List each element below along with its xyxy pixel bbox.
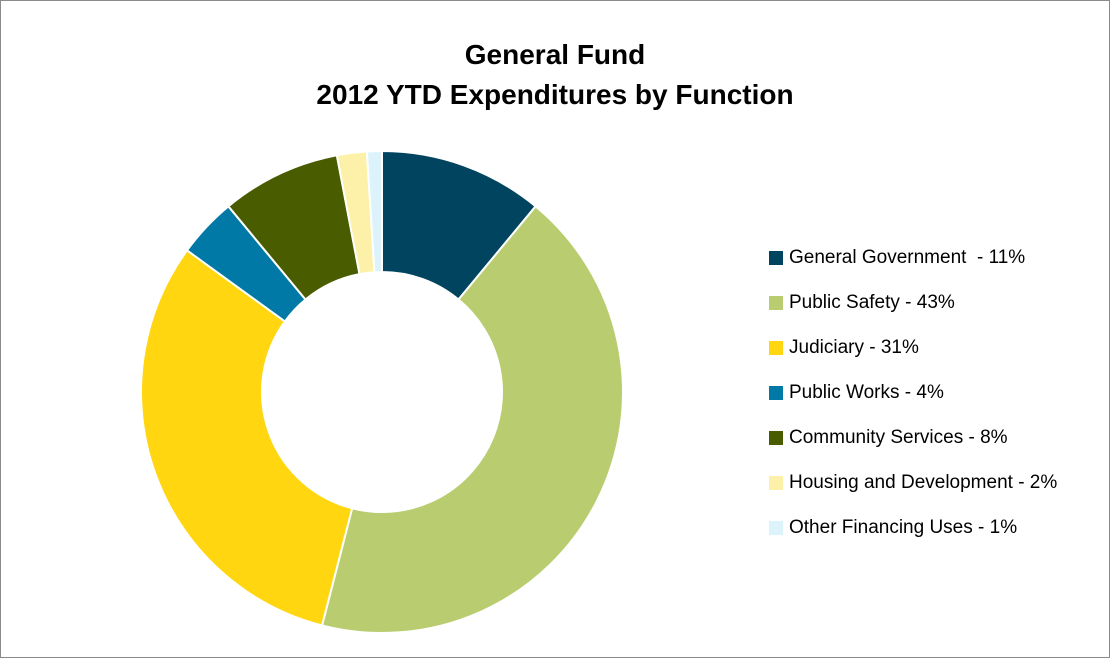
legend-label: Housing and Development - 2% [789,472,1058,493]
legend-item: General Government - 11% [769,243,1057,273]
legend-label: Judiciary - 31% [789,337,919,358]
donut-slice-other-financing-uses [365,149,383,274]
legend-item: Housing and Development - 2% [769,468,1057,498]
legend-swatch [769,476,783,490]
legend-item: Public Works - 4% [769,378,1057,408]
legend-label: Public Safety - 43% [789,292,955,313]
donut-slice-judiciary [140,248,354,627]
donut-slice-public-safety [320,204,624,634]
legend-swatch [769,251,783,265]
legend-item: Public Safety - 43% [769,288,1057,318]
legend-label: Public Works - 4% [789,382,944,403]
legend-swatch [769,521,783,535]
legend-swatch [769,341,783,355]
legend-label: General Government - 11% [789,247,1026,268]
legend-item: Community Services - 8% [769,423,1057,453]
legend-label: Community Services - 8% [789,427,1008,448]
chart-legend: General Government - 11% Public Safety - … [769,243,1057,558]
chart-title-line-2: 2012 YTD Expenditures by Function [316,79,794,110]
chart-title-line-1: General Fund [464,39,646,70]
legend-swatch [769,386,783,400]
chart-title: General Fund 2012 YTD Expenditures by Fu… [1,35,1109,115]
legend-item: Other Financing Uses - 1% [769,513,1057,543]
legend-swatch [769,296,783,310]
legend-label: Other Financing Uses - 1% [789,517,1018,538]
legend-item: Judiciary - 31% [769,333,1057,363]
legend-swatch [769,431,783,445]
